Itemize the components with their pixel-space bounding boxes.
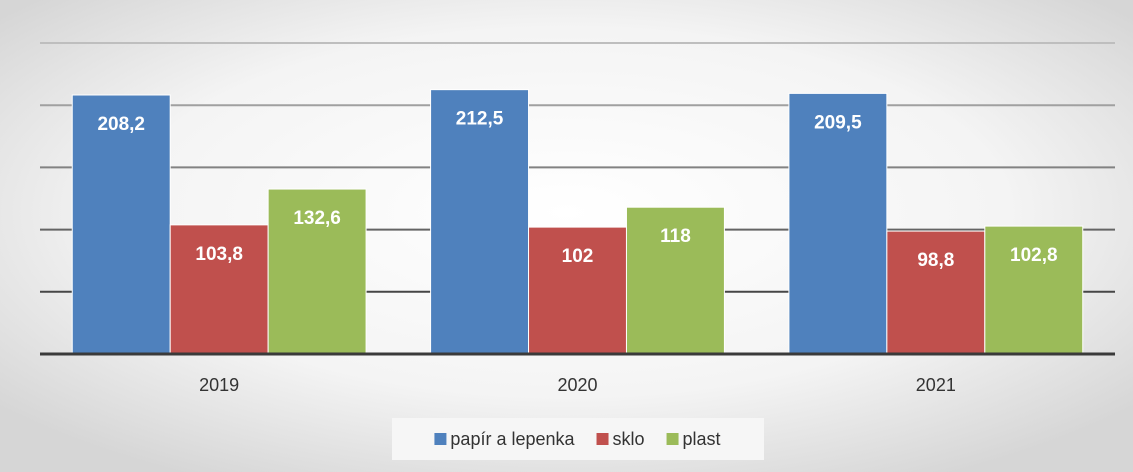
legend-swatch [666, 433, 679, 445]
bar [430, 89, 530, 355]
x-tick-label: 2021 [916, 375, 956, 395]
data-label: 212,5 [456, 109, 504, 130]
bar [169, 224, 269, 355]
data-label: 103,8 [195, 244, 243, 265]
bar [71, 94, 171, 355]
bar [267, 188, 367, 355]
data-label: 209,5 [814, 112, 862, 133]
bar [528, 226, 627, 355]
legend-label: sklo [613, 429, 645, 449]
data-label: 208,2 [97, 114, 145, 135]
data-label: 132,6 [293, 208, 341, 229]
legend-label: papír a lepenka [450, 429, 575, 449]
legend-swatch [596, 433, 609, 445]
bar [788, 92, 888, 355]
bar [886, 230, 986, 355]
data-label: 102 [562, 246, 594, 267]
legend-box [392, 418, 764, 460]
bar [984, 225, 1084, 355]
x-tick-label: 2019 [199, 375, 239, 395]
x-tick-label: 2020 [557, 375, 597, 395]
data-label: 118 [660, 226, 691, 247]
legend-label: plast [683, 429, 721, 449]
data-label: 98,8 [917, 250, 954, 271]
legend-swatch [434, 433, 447, 445]
data-label: 102,8 [1010, 245, 1058, 266]
